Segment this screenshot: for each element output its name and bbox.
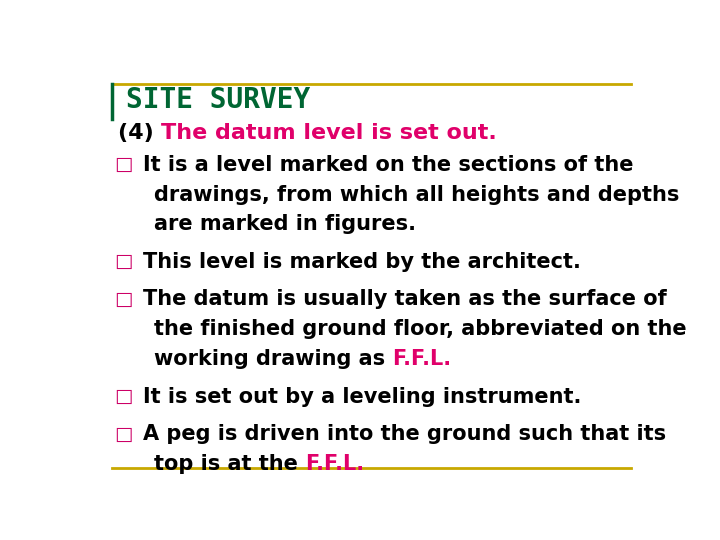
Text: The datum level is set out.: The datum level is set out. — [161, 124, 497, 144]
Text: SITE SURVEY: SITE SURVEY — [126, 86, 310, 114]
Text: The datum is usually taken as the surface of: The datum is usually taken as the surfac… — [143, 289, 667, 309]
Text: F.F.L.: F.F.L. — [392, 349, 451, 369]
Text: This level is marked by the architect.: This level is marked by the architect. — [143, 252, 581, 272]
Text: It is set out by a leveling instrument.: It is set out by a leveling instrument. — [143, 387, 581, 407]
Text: drawings, from which all heights and depths: drawings, from which all heights and dep… — [154, 185, 680, 205]
Text: □: □ — [114, 155, 132, 174]
Text: □: □ — [114, 252, 132, 272]
Text: □: □ — [114, 424, 132, 443]
Text: □: □ — [114, 290, 132, 309]
Text: top is at the: top is at the — [154, 454, 305, 474]
Text: the finished ground floor, abbreviated on the: the finished ground floor, abbreviated o… — [154, 319, 687, 339]
Text: (4): (4) — [118, 124, 161, 144]
Text: It is a level marked on the sections of the: It is a level marked on the sections of … — [143, 154, 634, 174]
Text: working drawing as: working drawing as — [154, 349, 392, 369]
Text: A peg is driven into the ground such that its: A peg is driven into the ground such tha… — [143, 424, 666, 444]
Text: are marked in figures.: are marked in figures. — [154, 214, 416, 234]
Text: □: □ — [114, 387, 132, 406]
Text: F.F.L.: F.F.L. — [305, 454, 364, 474]
